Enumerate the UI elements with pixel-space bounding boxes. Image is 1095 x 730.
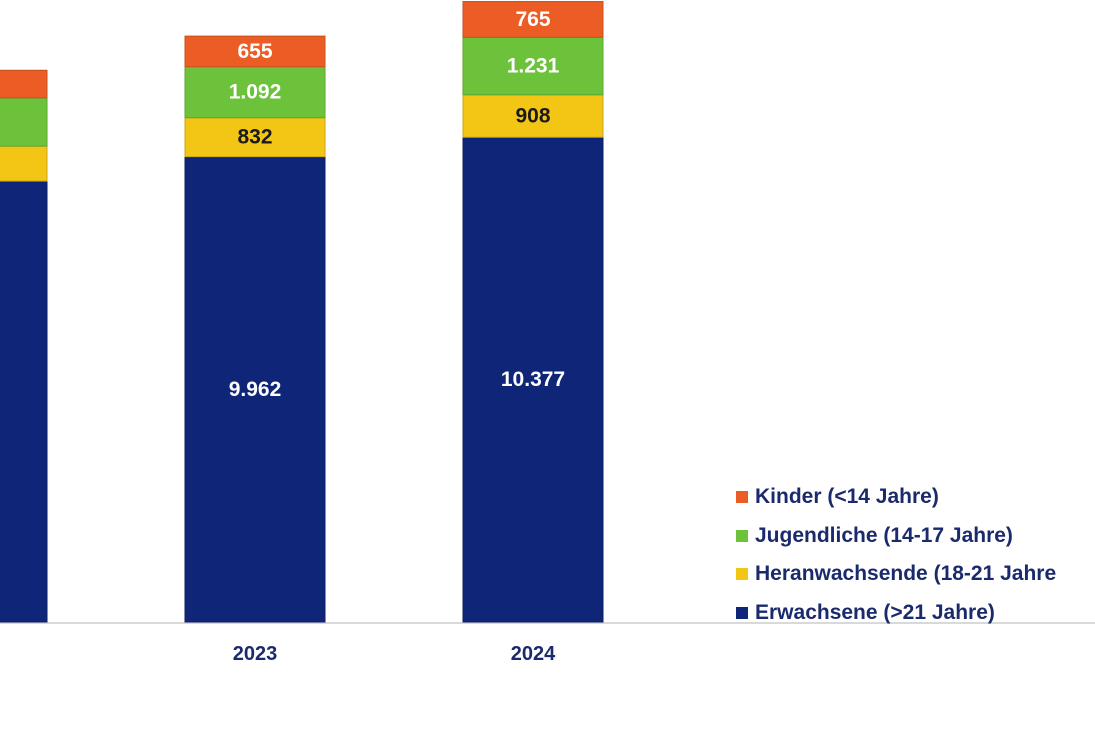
data-label-2024-2: 908 [515, 105, 550, 128]
legend-label-kinder: Kinder (<14 Jahre) [755, 485, 939, 509]
bar-segment-2022-3 [0, 97, 48, 147]
data-label-2024-4: 765 [515, 8, 550, 31]
legend-item-kinder: Kinder (<14 Jahre) [736, 478, 1056, 517]
bar-segment-2023-3 [184, 66, 326, 119]
bar-segment-2022-2 [0, 145, 48, 182]
bar-segment-2022-4 [0, 69, 48, 99]
bar-segment-2024-3 [462, 36, 604, 96]
legend-swatch-kinder [736, 491, 748, 504]
bar-segment-2024-2 [462, 94, 604, 138]
data-label-2024-1: 10.377 [501, 368, 565, 391]
legend-item-jugendliche: Jugendliche (14-17 Jahre) [736, 517, 1056, 556]
legend-swatch-erwachsene [736, 606, 748, 619]
bar-segment-2023-4 [184, 35, 326, 68]
data-label-2023-4: 655 [237, 40, 272, 63]
bar-segment-2024-1 [462, 136, 604, 623]
legend-swatch-heranwachsende [736, 568, 748, 581]
x-tick-label-2024: 2024 [511, 643, 556, 665]
legend-item-erwachsene: Erwachsene (>21 Jahre) [736, 594, 1056, 633]
data-label-2023-3: 1.092 [229, 81, 282, 104]
bar-segment-2023-1 [184, 156, 326, 623]
bar-segment-2024-4 [462, 1, 604, 38]
chart-legend: Kinder (<14 Jahre) Jugendliche (14-17 Ja… [736, 478, 1056, 632]
legend-label-heranwachsende: Heranwachsende (18-21 Jahre [755, 562, 1057, 586]
legend-label-erwachsene: Erwachsene (>21 Jahre) [755, 600, 995, 624]
legend-label-jugendliche: Jugendliche (14-17 Jahre) [755, 523, 1013, 547]
data-label-2023-2: 832 [237, 126, 272, 149]
legend-item-heranwachsende: Heranwachsende (18-21 Jahre [736, 555, 1056, 594]
bar-segment-2023-2 [184, 117, 326, 158]
data-label-2024-3: 1.231 [507, 55, 560, 78]
x-tick-label-2023: 2023 [233, 643, 278, 665]
legend-swatch-jugendliche [736, 529, 748, 542]
bar-segment-2022-1 [0, 180, 48, 623]
data-label-2023-1: 9.962 [229, 378, 282, 401]
